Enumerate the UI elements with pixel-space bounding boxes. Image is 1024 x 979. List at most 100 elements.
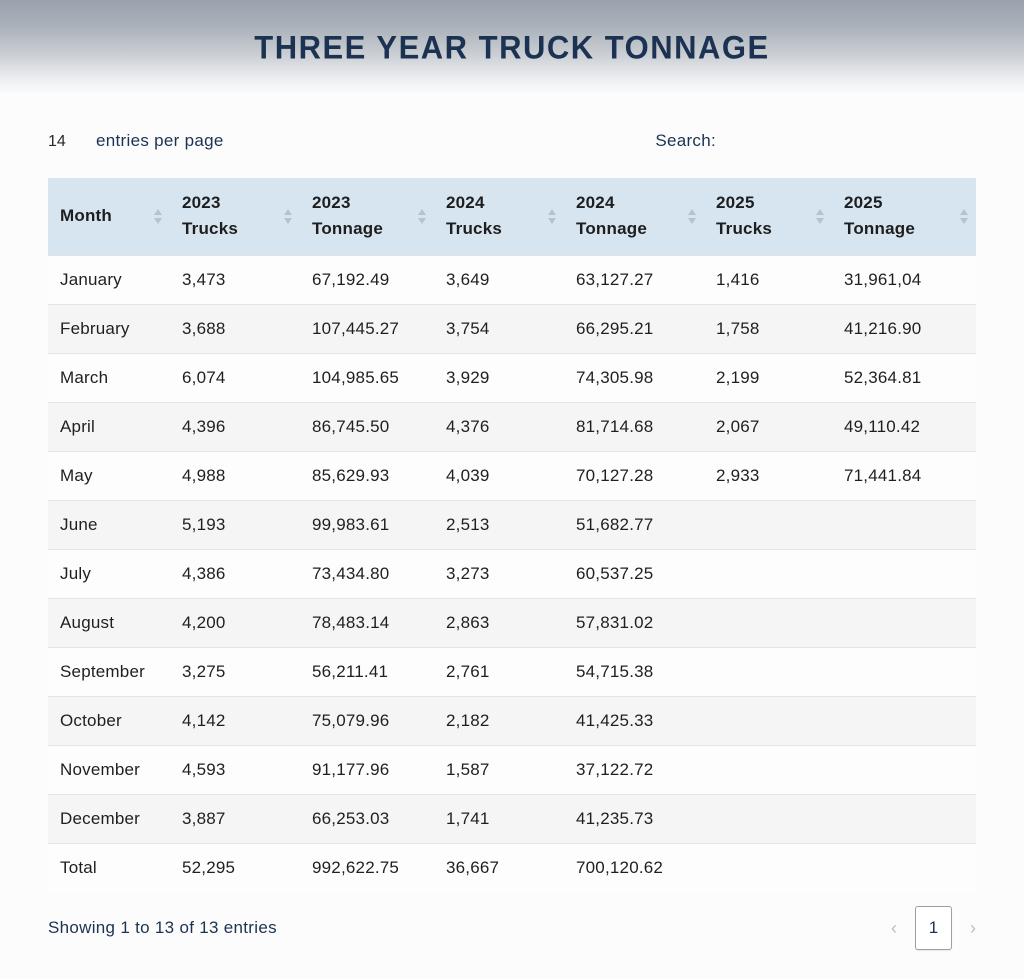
table-header-row: Month 2023 Trucks 2023 Tonnage 2024 Trucks 2024… <box>48 178 976 255</box>
column-header-2023-tonnage[interactable]: 2023 Tonnage <box>300 178 434 255</box>
cell-month: July <box>48 548 170 598</box>
cell-month: February <box>48 303 170 353</box>
column-header-label: 2023 Tonnage <box>312 192 383 239</box>
sort-arrows-icon <box>548 208 558 224</box>
cell-2024-trucks: 4,376 <box>434 401 564 451</box>
entries-per-page-select[interactable]: 14 <box>48 132 82 150</box>
previous-page-button[interactable]: ‹ <box>891 918 897 938</box>
cell-2023-tonnage: 56,211.41 <box>300 646 434 696</box>
column-header-label: Month <box>60 206 112 226</box>
table-row-september: September 3,275 56,211.41 2,761 54,715.38 <box>48 646 976 696</box>
cell-2024-tonnage: 37,122.72 <box>564 744 704 794</box>
column-header-2024-tonnage[interactable]: 2024 Tonnage <box>564 178 704 255</box>
showing-entries-text: Showing 1 to 13 of 13 entries <box>48 918 277 937</box>
cell-2025-trucks: 1,758 <box>704 303 832 353</box>
table-controls: 14 entries per page Search: <box>48 124 976 158</box>
cell-2023-tonnage: 66,253.03 <box>300 793 434 843</box>
sort-arrows-icon <box>688 208 698 224</box>
table-row-october: October 4,142 75,079.96 2,182 41,425.33 <box>48 695 976 745</box>
cell-2024-trucks: 36,667 <box>434 842 564 892</box>
cell-2023-tonnage: 78,483.14 <box>300 597 434 647</box>
cell-month: March <box>48 352 170 402</box>
sort-arrows-icon <box>154 208 164 224</box>
cell-2025-tonnage: 52,364.81 <box>832 352 976 402</box>
cell-2023-trucks: 3,887 <box>170 793 300 843</box>
sort-arrows-icon <box>284 208 294 224</box>
table-row-total: Total 52,295 992,622.75 36,667 700,120.62 <box>48 842 976 892</box>
cell-2023-trucks: 3,688 <box>170 303 300 353</box>
cell-2024-trucks: 3,929 <box>434 352 564 402</box>
current-page-button[interactable]: 1 <box>915 906 952 950</box>
cell-2023-tonnage: 86,745.50 <box>300 401 434 451</box>
cell-2023-tonnage: 992,622.75 <box>300 842 434 892</box>
pagination: ‹ 1 › <box>891 906 976 950</box>
cell-2025-trucks <box>704 744 832 794</box>
cell-month: November <box>48 744 170 794</box>
table-row-june: June 5,193 99,983.61 2,513 51,682.77 <box>48 499 976 549</box>
table-row-may: May 4,988 85,629.93 4,039 70,127.28 2,933 71,4… <box>48 450 976 500</box>
cell-2025-trucks: 2,199 <box>704 352 832 402</box>
cell-2024-tonnage: 54,715.38 <box>564 646 704 696</box>
cell-month: January <box>48 254 170 304</box>
cell-2025-tonnage <box>832 842 976 892</box>
tonnage-table: Month 2023 Trucks 2023 Tonnage 2024 Trucks 2024… <box>48 178 976 892</box>
sort-arrows-icon <box>960 208 970 224</box>
column-header-2025-trucks[interactable]: 2025 Trucks <box>704 178 832 255</box>
table-row-august: August 4,200 78,483.14 2,863 57,831.02 <box>48 597 976 647</box>
cell-2024-tonnage: 51,682.77 <box>564 499 704 549</box>
table-row-november: November 4,593 91,177.96 1,587 37,122.72 <box>48 744 976 794</box>
cell-2023-tonnage: 75,079.96 <box>300 695 434 745</box>
cell-2023-trucks: 4,396 <box>170 401 300 451</box>
cell-2025-trucks <box>704 499 832 549</box>
cell-2023-tonnage: 85,629.93 <box>300 450 434 500</box>
table-header: Month 2023 Trucks 2023 Tonnage 2024 Trucks 2024… <box>48 178 976 255</box>
cell-2025-tonnage <box>832 744 976 794</box>
column-header-month[interactable]: Month <box>48 178 170 255</box>
cell-2024-trucks: 2,182 <box>434 695 564 745</box>
cell-2025-trucks <box>704 793 832 843</box>
cell-2023-tonnage: 67,192.49 <box>300 254 434 304</box>
cell-2025-trucks: 2,933 <box>704 450 832 500</box>
cell-2024-tonnage: 60,537.25 <box>564 548 704 598</box>
cell-2024-tonnage: 63,127.27 <box>564 254 704 304</box>
cell-2024-tonnage: 41,425.33 <box>564 695 704 745</box>
cell-month: December <box>48 793 170 843</box>
search-input[interactable] <box>726 126 976 156</box>
cell-2025-trucks <box>704 597 832 647</box>
cell-2023-tonnage: 104,985.65 <box>300 352 434 402</box>
cell-2025-tonnage <box>832 695 976 745</box>
entries-per-page-control: 14 entries per page <box>48 131 224 151</box>
table-row-march: March 6,074 104,985.65 3,929 74,305.98 2,199 5… <box>48 352 976 402</box>
cell-month: May <box>48 450 170 500</box>
entries-per-page-label: entries per page <box>96 131 224 150</box>
cell-2024-trucks: 1,741 <box>434 793 564 843</box>
cell-2023-tonnage: 73,434.80 <box>300 548 434 598</box>
column-header-2024-trucks[interactable]: 2024 Trucks <box>434 178 564 255</box>
column-header-2025-tonnage[interactable]: 2025 Tonnage <box>832 178 976 255</box>
cell-2024-trucks: 2,863 <box>434 597 564 647</box>
sort-arrows-icon <box>418 208 428 224</box>
cell-2023-trucks: 4,988 <box>170 450 300 500</box>
cell-2025-tonnage <box>832 597 976 647</box>
cell-2024-tonnage: 81,714.68 <box>564 401 704 451</box>
sort-arrows-icon <box>816 208 826 224</box>
column-header-label: 2024 Trucks <box>446 192 503 239</box>
table-row-january: January 3,473 67,192.49 3,649 63,127.27 1,416… <box>48 254 976 304</box>
cell-2025-trucks <box>704 695 832 745</box>
cell-2024-trucks: 3,649 <box>434 254 564 304</box>
cell-2023-trucks: 4,142 <box>170 695 300 745</box>
cell-2023-trucks: 52,295 <box>170 842 300 892</box>
cell-2024-tonnage: 70,127.28 <box>564 450 704 500</box>
cell-2023-tonnage: 91,177.96 <box>300 744 434 794</box>
cell-2023-trucks: 4,200 <box>170 597 300 647</box>
next-page-button[interactable]: › <box>970 918 976 938</box>
cell-2023-trucks: 5,193 <box>170 499 300 549</box>
column-header-2023-trucks[interactable]: 2023 Trucks <box>170 178 300 255</box>
cell-2025-trucks <box>704 842 832 892</box>
table-row-december: December 3,887 66,253.03 1,741 41,235.73 <box>48 793 976 843</box>
cell-2024-tonnage: 74,305.98 <box>564 352 704 402</box>
cell-2024-tonnage: 57,831.02 <box>564 597 704 647</box>
cell-2023-trucks: 6,074 <box>170 352 300 402</box>
cell-month: October <box>48 695 170 745</box>
cell-2023-trucks: 4,593 <box>170 744 300 794</box>
